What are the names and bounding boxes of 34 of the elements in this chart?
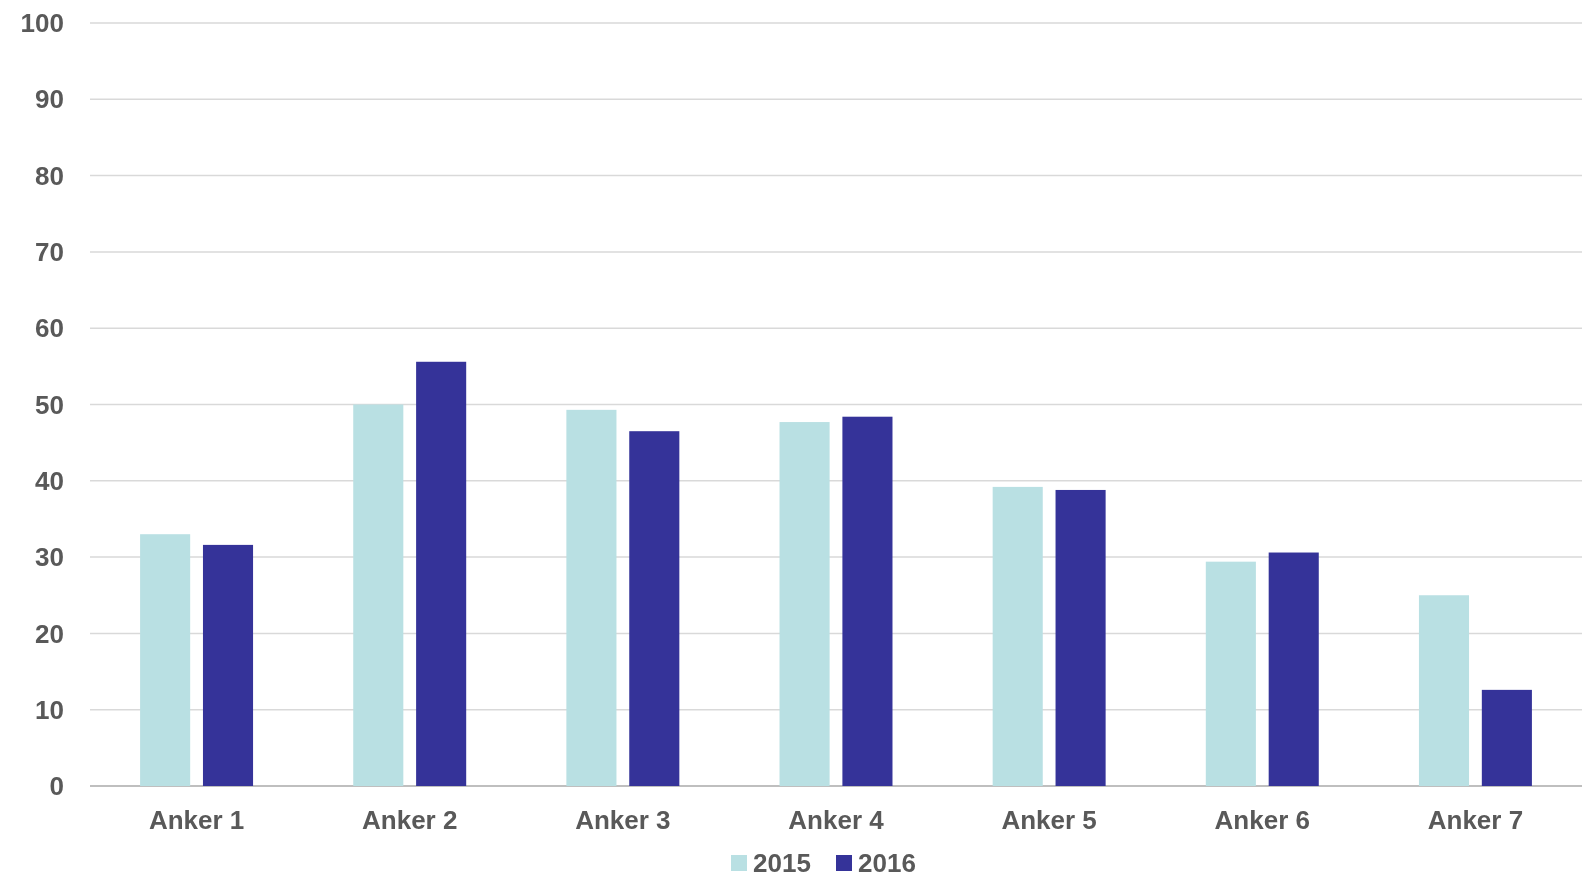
x-tick-label: Anker 4 (788, 805, 885, 835)
y-tick-label: 50 (35, 389, 64, 420)
x-tick-label: Anker 3 (575, 805, 671, 835)
x-tick-label: Anker 1 (148, 805, 245, 835)
bar (629, 431, 680, 786)
y-tick-label: 30 (35, 542, 64, 573)
bar (202, 544, 254, 786)
x-tick-label: Anker 7 (1427, 805, 1524, 835)
bar (992, 486, 1043, 786)
bar (1205, 561, 1256, 786)
x-tick-label: Anker 2 (362, 805, 458, 835)
y-tick-label: 10 (35, 694, 64, 725)
y-tick-label: 0 (49, 771, 64, 802)
y-tick-label: 90 (35, 84, 64, 115)
bar (1418, 595, 1470, 786)
bar (353, 404, 404, 786)
bar (1268, 552, 1319, 786)
x-tick-label: Anker 6 (1214, 805, 1310, 835)
bar (842, 416, 893, 786)
x-tick-label: Anker 5 (1001, 805, 1097, 835)
bar (1055, 489, 1106, 786)
y-tick-label: 20 (35, 618, 64, 649)
legend-label: 2016 (858, 848, 916, 879)
y-tick-label: 60 (35, 313, 64, 344)
bar (566, 409, 617, 786)
y-tick-label: 70 (35, 237, 64, 267)
bar (1481, 689, 1532, 786)
y-tick-label: 40 (35, 465, 64, 496)
y-tick-label: 80 (35, 160, 64, 191)
legend-label: 2015 (753, 848, 811, 879)
bar (779, 422, 830, 786)
bar (140, 534, 191, 786)
bar (416, 361, 467, 786)
y-tick-label: 100 (20, 8, 64, 39)
